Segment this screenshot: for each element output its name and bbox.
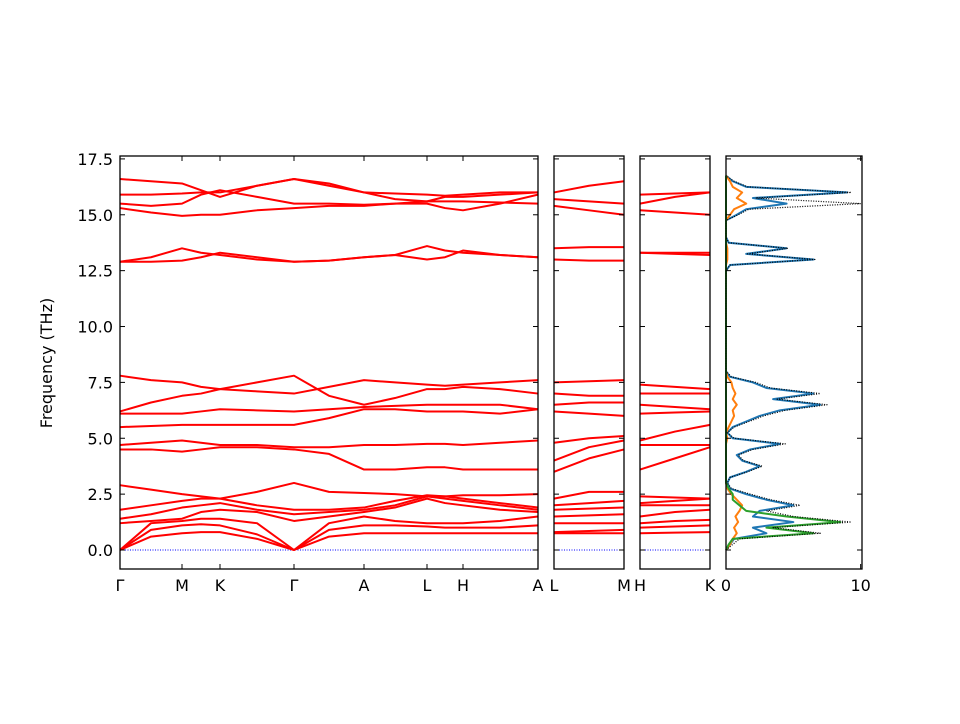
x-tick-label: L	[423, 576, 432, 595]
band	[639, 191, 711, 196]
x-tick-label: A	[359, 576, 370, 595]
band	[119, 189, 539, 207]
band	[119, 178, 539, 203]
band	[553, 379, 625, 384]
x-tick-label: H	[457, 576, 469, 595]
x-tick-label: Γ	[290, 576, 299, 595]
band	[553, 180, 625, 194]
band	[119, 408, 539, 429]
x-tick-label: 10	[850, 576, 870, 595]
x-tick-label: H	[634, 576, 646, 595]
x-tick-label: M	[617, 576, 631, 595]
band	[119, 193, 539, 217]
band	[119, 497, 539, 525]
band	[553, 439, 625, 462]
y-tick-label: 2.5	[88, 485, 113, 504]
band	[553, 401, 624, 406]
band	[639, 495, 711, 500]
band	[553, 392, 624, 397]
band	[639, 508, 711, 518]
band	[120, 446, 538, 471]
panel-frame	[639, 155, 711, 570]
band	[553, 506, 625, 511]
y-tick-label: 15.0	[77, 206, 113, 225]
band	[639, 209, 711, 216]
band	[553, 448, 625, 473]
band	[553, 499, 625, 507]
band	[119, 374, 539, 395]
y-tick-label: 5.0	[88, 429, 113, 448]
band	[553, 435, 625, 444]
y-tick-label: 0.0	[88, 541, 113, 560]
band	[553, 204, 625, 216]
band	[553, 198, 625, 205]
band	[553, 410, 625, 417]
band	[119, 531, 538, 551]
band	[553, 258, 624, 262]
band	[119, 494, 539, 511]
band	[119, 523, 539, 551]
band	[120, 403, 539, 415]
y-axis-label: Frequency (THz)	[37, 298, 56, 428]
y-tick-label: 17.5	[77, 150, 113, 169]
band	[639, 531, 711, 535]
band	[119, 374, 539, 413]
band	[639, 423, 711, 442]
x-tick-label: A	[533, 576, 544, 595]
y-tick-label: 7.5	[88, 373, 113, 392]
band	[120, 178, 538, 197]
band	[119, 245, 539, 263]
band	[119, 481, 539, 500]
band	[639, 410, 711, 415]
x-tick-label: L	[550, 576, 559, 595]
band	[639, 518, 711, 525]
x-tick-label: Γ	[116, 576, 125, 595]
band	[119, 439, 539, 449]
band	[553, 513, 625, 518]
panel-frame	[725, 155, 863, 570]
panel-frame	[119, 155, 539, 570]
y-tick-label: 12.5	[77, 262, 113, 281]
x-tick-label: 0	[721, 576, 731, 595]
band	[119, 515, 539, 551]
x-tick-label: M	[175, 576, 189, 595]
band	[639, 524, 711, 529]
band	[119, 495, 539, 520]
y-tick-label: 10.0	[77, 318, 113, 337]
band	[553, 246, 624, 250]
x-tick-label: K	[705, 576, 716, 595]
dos-curve	[725, 174, 849, 551]
panel-frame	[553, 155, 625, 570]
band	[553, 490, 624, 500]
band	[553, 528, 625, 534]
band	[639, 191, 711, 205]
band	[120, 249, 539, 263]
band	[639, 497, 711, 505]
band	[639, 446, 711, 471]
band	[639, 403, 711, 411]
x-tick-label: K	[215, 576, 226, 595]
band	[639, 383, 711, 391]
